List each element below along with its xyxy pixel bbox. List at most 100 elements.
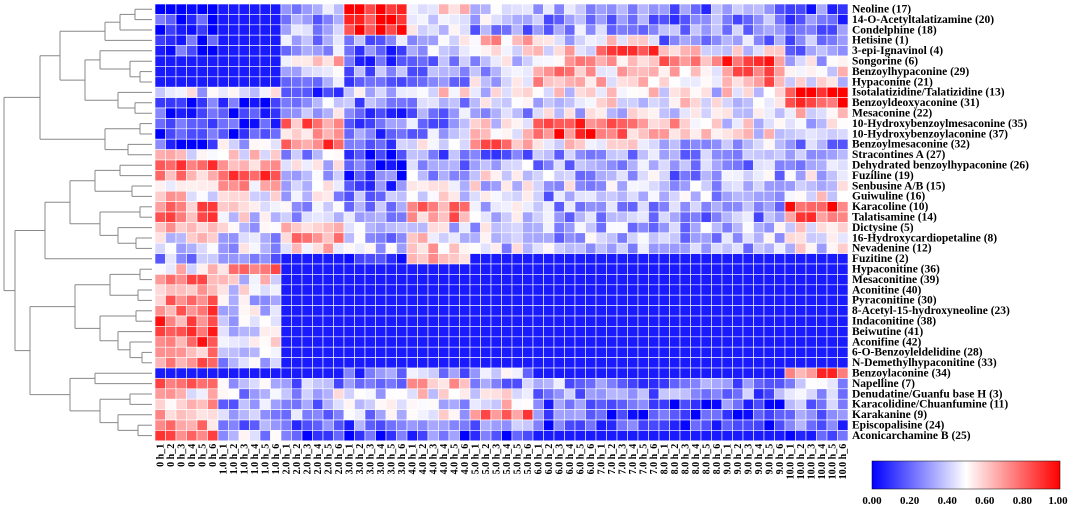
heatmap-cell: [322, 128, 334, 140]
heatmap-cell: [280, 388, 292, 400]
heatmap-cell: [532, 367, 544, 379]
heatmap-cell: [564, 409, 576, 421]
heatmap-cell: [312, 86, 324, 98]
heatmap-cell: [291, 263, 303, 275]
heatmap-cell: [616, 211, 628, 223]
heatmap-cell: [721, 430, 733, 442]
heatmap-cell: [385, 253, 397, 265]
heatmap-cell: [637, 34, 649, 46]
heatmap-cell: [364, 180, 376, 192]
heatmap-cell: [427, 336, 439, 348]
heatmap-cell: [165, 180, 177, 192]
heatmap-cell: [438, 170, 450, 182]
heatmap-cell: [732, 357, 744, 369]
heatmap-cell: [732, 315, 744, 327]
heatmap-cell: [553, 34, 565, 46]
heatmap-cell: [354, 305, 366, 317]
heatmap-cell: [249, 159, 261, 171]
heatmap-cell: [301, 274, 313, 286]
heatmap-cell: [333, 242, 345, 254]
heatmap-cell: [228, 253, 240, 265]
heatmap-cell: [343, 55, 355, 67]
heatmap-cell: [511, 118, 523, 130]
heatmap-cell: [312, 107, 324, 119]
heatmap-cell: [259, 263, 271, 275]
heatmap-cell: [396, 378, 408, 390]
heatmap-cell: [217, 263, 229, 275]
heatmap-cell: [553, 336, 565, 348]
heatmap-cell: [228, 138, 240, 150]
heatmap-cell: [238, 149, 250, 161]
heatmap-cell: [711, 222, 723, 234]
heatmap-cell: [721, 315, 733, 327]
heatmap-cell: [679, 232, 691, 244]
heatmap-cell: [532, 211, 544, 223]
heatmap-cell: [826, 430, 838, 442]
heatmap-cell: [469, 149, 481, 161]
heatmap-cell: [438, 76, 450, 88]
heatmap-cell: [448, 34, 460, 46]
heatmap-cell: [207, 3, 219, 15]
row-label: Talatisamine (14): [852, 212, 937, 224]
heatmap-cell: [354, 55, 366, 67]
heatmap-cell: [721, 398, 733, 410]
heatmap-cell: [427, 55, 439, 67]
heatmap-cell: [637, 419, 649, 431]
heatmap-cell: [238, 107, 250, 119]
heatmap-cell: [763, 367, 775, 379]
colorbar-gradient: [871, 460, 1061, 490]
heatmap-cell: [679, 242, 691, 254]
heatmap-cell: [522, 3, 534, 15]
heatmap-cell: [637, 284, 649, 296]
heatmap-cell: [795, 34, 807, 46]
heatmap-cell: [480, 55, 492, 67]
heatmap-cell: [564, 201, 576, 213]
heatmap-cell: [690, 149, 702, 161]
heatmap-cell: [511, 24, 523, 36]
heatmap-cell: [154, 190, 166, 202]
heatmap-cell: [658, 201, 670, 213]
heatmap-cell: [364, 367, 376, 379]
heatmap-cell: [522, 305, 534, 317]
heatmap-cell: [175, 159, 187, 171]
heatmap-cell: [637, 190, 649, 202]
heatmap-cell: [669, 367, 681, 379]
heatmap-cell: [469, 232, 481, 244]
heatmap-cell: [217, 274, 229, 286]
heatmap-cell: [228, 180, 240, 192]
heatmap-cell: [175, 149, 187, 161]
heatmap-cell: [763, 76, 775, 88]
heatmap-cell: [627, 118, 639, 130]
heatmap-cell: [826, 66, 838, 78]
heatmap-cell: [385, 430, 397, 442]
heatmap-cell: [742, 253, 754, 265]
heatmap-cell: [322, 34, 334, 46]
heatmap-cell: [417, 45, 429, 57]
heatmap-cell: [312, 24, 324, 36]
heatmap-cell: [322, 419, 334, 431]
heatmap-cell: [753, 336, 765, 348]
heatmap-cell: [259, 190, 271, 202]
heatmap-cell: [196, 107, 208, 119]
heatmap-cell: [259, 170, 271, 182]
row-label: 16-Hydroxycardiopetaline (8): [852, 232, 997, 244]
heatmap-cell: [522, 398, 534, 410]
heatmap-cell: [511, 336, 523, 348]
heatmap-cell: [522, 367, 534, 379]
heatmap-cell: [753, 388, 765, 400]
heatmap-cell: [228, 66, 240, 78]
heatmap-cell: [364, 222, 376, 234]
heatmap-cell: [616, 201, 628, 213]
heatmap-cell: [669, 170, 681, 182]
heatmap-cell: [228, 398, 240, 410]
heatmap-cell: [333, 138, 345, 150]
heatmap-cell: [333, 326, 345, 338]
heatmap-cell: [375, 201, 387, 213]
heatmap-cell: [616, 66, 628, 78]
heatmap-cell: [301, 336, 313, 348]
heatmap-cell: [816, 86, 828, 98]
heatmap-cell: [175, 346, 187, 358]
heatmap-cell: [228, 409, 240, 421]
heatmap-cell: [154, 274, 166, 286]
heatmap-cell: [564, 388, 576, 400]
